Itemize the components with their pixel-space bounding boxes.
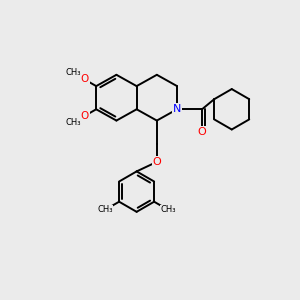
Text: O: O bbox=[80, 74, 89, 84]
Text: CH₃: CH₃ bbox=[65, 68, 81, 77]
Text: N: N bbox=[173, 104, 181, 114]
Text: O: O bbox=[80, 111, 89, 121]
Text: O: O bbox=[152, 157, 161, 167]
Text: O: O bbox=[198, 127, 206, 137]
Text: CH₃: CH₃ bbox=[65, 118, 81, 127]
Text: CH₃: CH₃ bbox=[160, 206, 176, 214]
Text: CH₃: CH₃ bbox=[97, 206, 113, 214]
